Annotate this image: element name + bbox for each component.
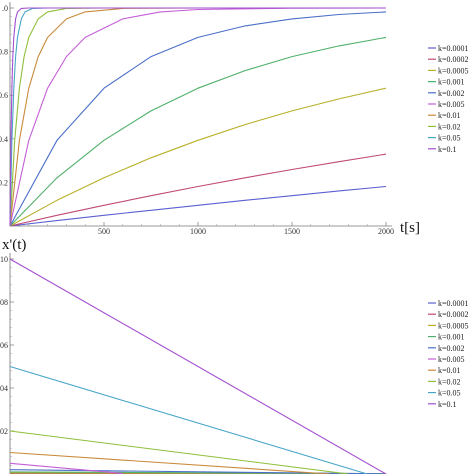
y-tick-label: 0.06	[0, 341, 8, 350]
legend-label: k=0.0002	[438, 310, 469, 319]
series-line	[9, 87, 387, 227]
legend-label: k=0.05	[438, 134, 461, 143]
x-axis-title: t[s]	[400, 220, 420, 236]
chart-position-vs-time: .0 0.8 0.6 0.4 0.2 500 1000 1500 2000 t[s] k=0.000…	[0, 2, 469, 236]
x-tick-label: 1000	[190, 227, 206, 236]
legend-label: k=0.1	[438, 400, 457, 409]
legend-label: k=0.002	[438, 89, 465, 98]
legend-label: k=0.01	[438, 111, 461, 120]
series-line	[9, 462, 123, 474]
y-axis-title: x'(t)	[2, 237, 26, 253]
series-line	[9, 7, 386, 227]
x-tick-label: 500	[98, 227, 110, 236]
series-line	[9, 36, 387, 227]
series-line	[9, 258, 387, 474]
legend-label: k=0.001	[438, 333, 465, 342]
legend-label: k=0.02	[438, 122, 461, 131]
y-tick-label: 0.4	[0, 135, 8, 144]
legend-label: k=0.0001	[438, 44, 469, 53]
legend-label: k=0.005	[438, 100, 465, 109]
y-tick-label: 0.8	[0, 48, 8, 57]
series-line	[9, 365, 368, 474]
y-tick-label: 0.2	[0, 178, 8, 187]
chart-velocity-vs-time: 0.10 0.08 0.06 0.04 0.02 x'(t) k=0.0001 k=0.000…	[0, 237, 469, 474]
series-line	[9, 451, 330, 474]
y-tick-label: 0.10	[0, 255, 8, 264]
x-tick-label: 1500	[284, 227, 300, 236]
legend-label: k=0.002	[438, 344, 465, 353]
legend-label: k=0.001	[438, 78, 465, 87]
series-line	[9, 7, 387, 227]
legend-label: k=0.01	[438, 366, 461, 375]
legend-label: k=0.0002	[438, 55, 469, 64]
series-line	[9, 153, 387, 227]
series-line	[9, 430, 349, 474]
series-line	[9, 7, 386, 227]
y-tick-label: 0.08	[0, 298, 8, 307]
series-line	[9, 11, 387, 227]
series-line	[9, 185, 387, 227]
legend-label: k=0.02	[438, 377, 461, 386]
x-tick-label: 2000	[378, 227, 394, 236]
y-tick-label: 0.04	[0, 384, 8, 393]
legend-label: k=0.005	[438, 355, 465, 364]
y-tick-label: 0.02	[0, 427, 8, 436]
series-line	[9, 7, 386, 227]
legend-label: k=0.1	[438, 145, 457, 154]
y-tick-label: .0	[2, 4, 8, 13]
legend-label: k=0.0005	[438, 66, 469, 75]
series-line	[9, 7, 386, 227]
legend-label: k=0.0001	[438, 299, 469, 308]
legend-label: k=0.05	[438, 389, 461, 398]
y-tick-label: 0.6	[0, 91, 8, 100]
legend-label: k=0.0005	[438, 321, 469, 330]
